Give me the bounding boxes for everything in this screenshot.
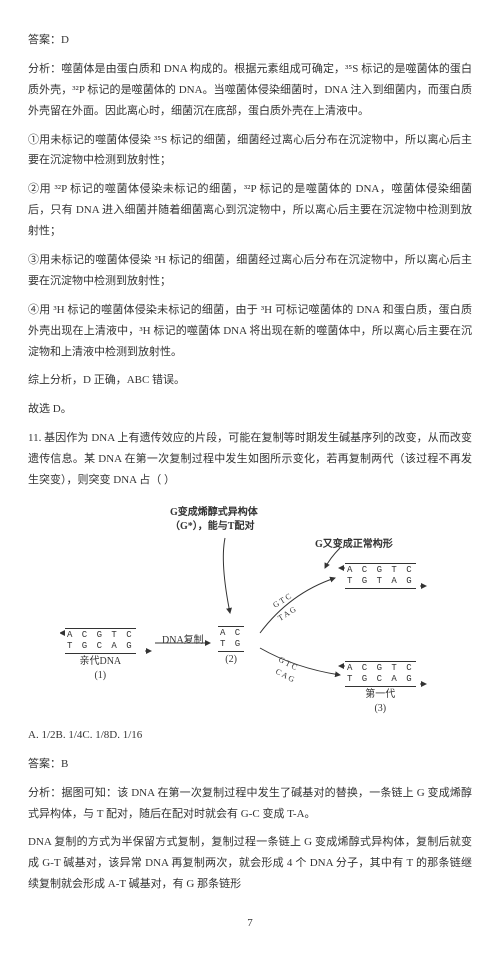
num-1: (1) <box>65 670 136 682</box>
point-3: ③用未标记的噬菌体侵染 ³H 标记的细菌，细菌经过离心后分布在沉淀物中，所以离心… <box>28 250 472 292</box>
dna-diagram: G T C T A G G T C C A G G变成烯醇式异构体 （G*），能… <box>60 503 440 713</box>
analysis-1: 分析：噬菌体是由蛋白质和 DNA 构成的。根据元素组成可确定，³⁵S 标记的是噬… <box>28 59 472 122</box>
point-2: ②用 ³²P 标记的噬菌体侵染未标记的细菌，³²P 标记的是噬菌体的 DNA，噬… <box>28 179 472 242</box>
dna-2: A CT G (2) <box>218 626 244 666</box>
gen-label: 第一代 <box>345 689 416 701</box>
paragraph-last: DNA 复制的方式为半保留方式复制，复制过程一条链上 G 变成烯醇式异构体，复制… <box>28 832 472 895</box>
parent-label: 亲代DNA <box>65 656 136 668</box>
parent-dna: A C G T CT G C A G 亲代DNA (1) <box>65 628 136 682</box>
point-1: ①用未标记的噬菌体侵染 ³⁵S 标记的细菌，细菌经过离心后分布在沉淀物中，所以离… <box>28 130 472 172</box>
summary: 综上分析，D 正确，ABC 错误。 <box>28 370 472 391</box>
num-3: (3) <box>345 703 416 715</box>
replication-label: DNA复制 <box>162 631 204 650</box>
dna-3b: A C G T CT G C A G 第一代 (3) <box>345 661 416 715</box>
answer-d: 答案：D <box>28 30 472 51</box>
analysis-2: 分析：据图可知：该 DNA 在第一次复制过程中发生了碱基对的替换，一条链上 G … <box>28 783 472 825</box>
options: A. 1/2B. 1/4C. 1/8D. 1/16 <box>28 725 472 746</box>
page-number: 7 <box>28 913 472 934</box>
label-top2: （G*），能与T配对 <box>170 517 254 536</box>
dna-3a: A C G T CT G T A G <box>345 563 416 589</box>
question-11: 11. 基因作为 DNA 上有遗传效应的片段，可能在复制等时期发生碱基序列的改变… <box>28 428 472 491</box>
num-2: (2) <box>218 654 244 666</box>
select-d: 故选 D。 <box>28 399 472 420</box>
answer-b: 答案：B <box>28 754 472 775</box>
point-4: ④用 ³H 标记的噬菌体侵染未标记的细菌，由于 ³H 可标记噬菌体的 DNA 和… <box>28 300 472 363</box>
label-right: G又变成正常构形 <box>315 535 393 554</box>
